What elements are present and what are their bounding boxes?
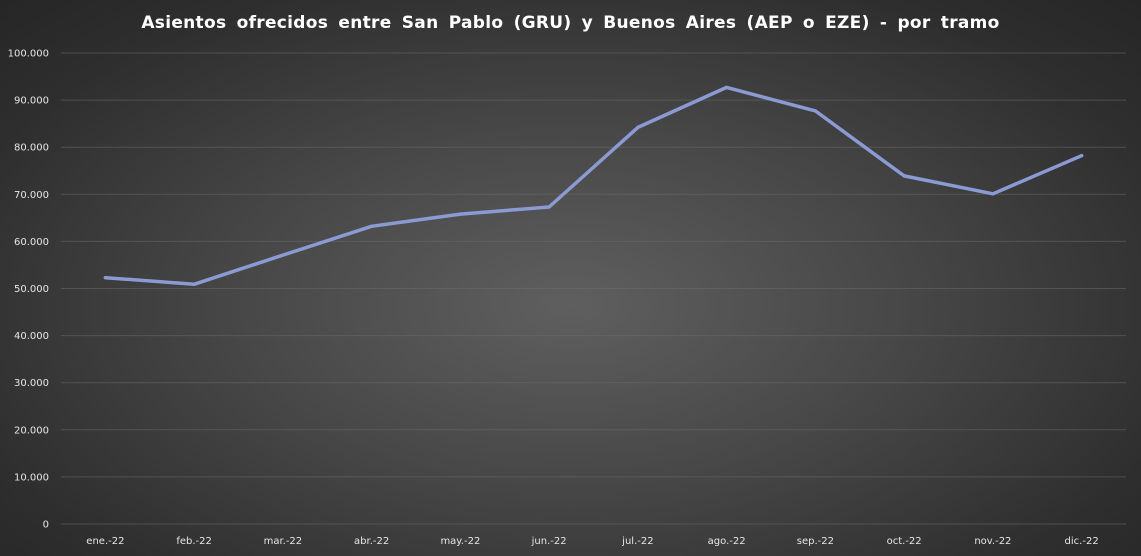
x-tick-label: may.-22 bbox=[440, 536, 480, 547]
x-tick-label: abr.-22 bbox=[354, 536, 389, 547]
data-point bbox=[902, 174, 906, 178]
data-point bbox=[281, 253, 285, 257]
x-tick-label: jun.-22 bbox=[531, 536, 567, 547]
grid-lines bbox=[61, 52, 1126, 525]
x-tick-label: ene.-22 bbox=[86, 536, 124, 547]
chart-title: Asientos ofrecidos entre San Pablo (GRU)… bbox=[141, 13, 1000, 33]
x-tick-label: sep.-22 bbox=[797, 536, 834, 547]
data-point bbox=[636, 125, 640, 130]
x-axis-tick-labels: ene.-22 feb.-22 mar.-22 abr.-22 may.-22 jun.-… bbox=[86, 536, 1098, 547]
y-axis-tick-labels: 0 10.000 20.000 30.000 40.000 50.000 60.000 70.… bbox=[8, 49, 49, 531]
x-tick-label: oct.-22 bbox=[887, 536, 922, 547]
y-tick-label: 40.000 bbox=[14, 331, 49, 342]
y-tick-label: 20.000 bbox=[14, 425, 49, 436]
data-point bbox=[458, 212, 462, 216]
y-tick-label: 10.000 bbox=[14, 472, 49, 483]
y-tick-label: 70.000 bbox=[14, 190, 49, 201]
data-point bbox=[725, 85, 729, 89]
y-tick-label: 90.000 bbox=[14, 96, 49, 107]
data-point bbox=[192, 282, 196, 286]
series-line-0 bbox=[103, 85, 1084, 287]
x-tick-label: ago.-22 bbox=[708, 536, 746, 547]
x-tick-label: feb.-22 bbox=[176, 536, 212, 547]
series-layer bbox=[103, 85, 1084, 287]
x-tick-label: dic.-22 bbox=[1065, 536, 1099, 547]
y-tick-label: 80.000 bbox=[14, 143, 49, 154]
data-point bbox=[991, 192, 995, 196]
data-point bbox=[1080, 154, 1084, 158]
y-tick-label: 50.000 bbox=[14, 284, 49, 295]
y-tick-label: 0 bbox=[43, 520, 49, 531]
data-point bbox=[547, 205, 551, 209]
data-point bbox=[103, 276, 107, 280]
y-tick-label: 30.000 bbox=[14, 378, 49, 389]
x-tick-label: mar.-22 bbox=[264, 536, 303, 547]
y-tick-label: 60.000 bbox=[14, 237, 49, 248]
x-tick-label: jul.-22 bbox=[621, 536, 653, 547]
data-point bbox=[370, 224, 374, 228]
y-tick-label: 100.000 bbox=[8, 49, 49, 60]
x-tick-label: nov.-22 bbox=[974, 536, 1011, 547]
data-point bbox=[813, 109, 817, 113]
